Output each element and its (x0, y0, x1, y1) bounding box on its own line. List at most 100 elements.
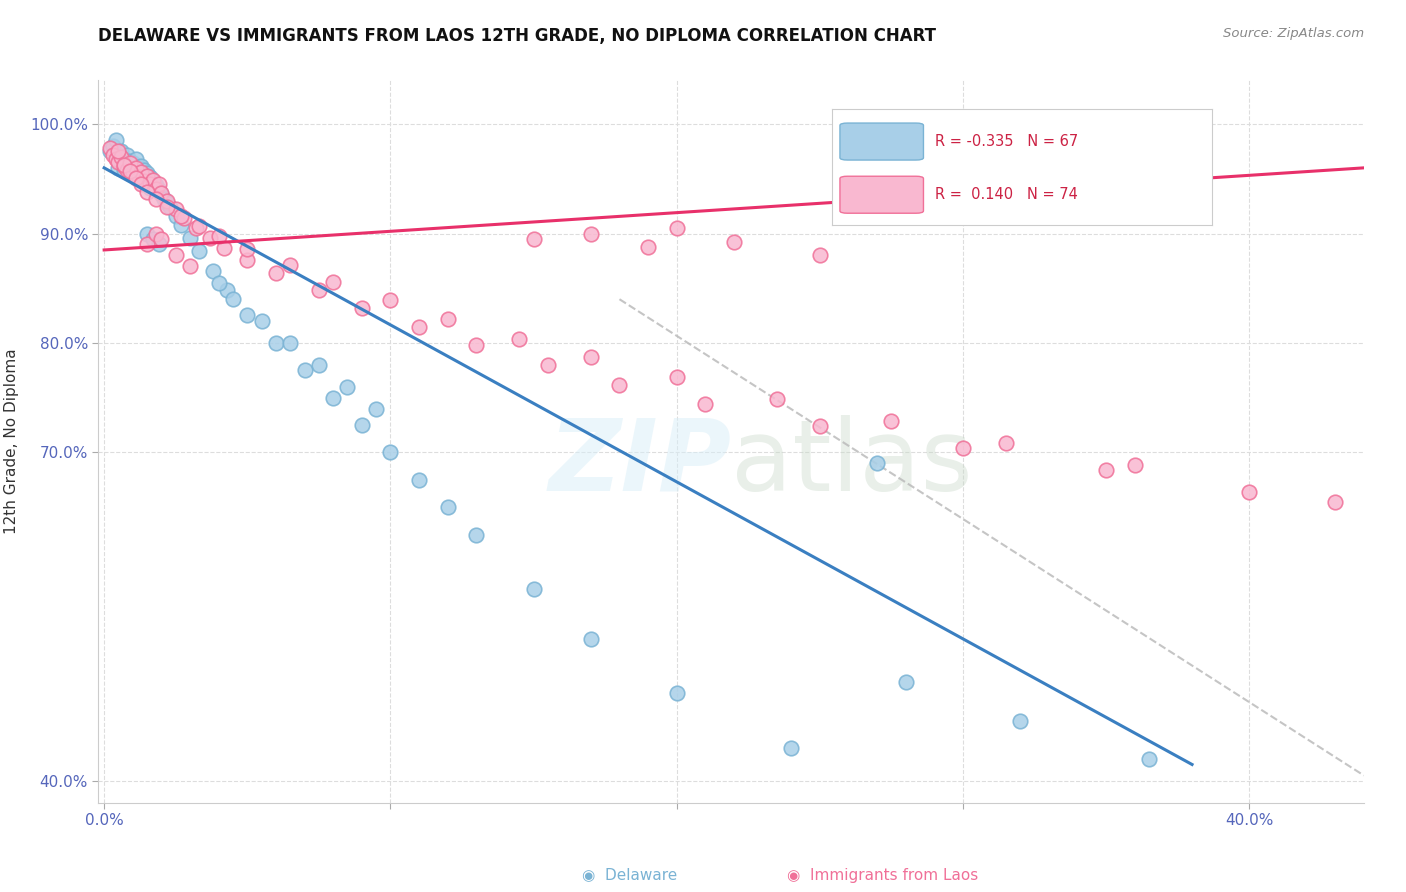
Point (165, 209, 187, 223)
Text: ◉  Immigrants from Laos: ◉ Immigrants from Laos (787, 868, 979, 882)
Point (952, 441, 974, 455)
Point (124, 170, 146, 185)
Point (124, 163, 146, 178)
Point (131, 178, 153, 192)
Point (148, 237, 170, 252)
Point (136, 169, 159, 183)
Point (322, 391, 344, 405)
Point (142, 232, 165, 246)
Point (214, 241, 236, 255)
Point (98, 145, 121, 159)
Point (121, 166, 143, 180)
Point (159, 200, 181, 214)
Point (150, 187, 173, 202)
Point (208, 228, 231, 243)
Point (124, 152, 146, 166)
Point (148, 183, 170, 197)
Point (128, 160, 150, 174)
Point (156, 195, 179, 210)
Point (136, 166, 159, 180)
Point (128, 169, 150, 184)
Point (142, 174, 165, 188)
Point (380, 293, 402, 308)
Point (136, 178, 159, 192)
Point (350, 418, 373, 433)
Point (1095, 463, 1118, 477)
Point (866, 457, 889, 471)
Point (880, 414, 903, 428)
Point (150, 232, 173, 246)
Point (508, 332, 530, 346)
Point (1010, 714, 1032, 728)
Point (184, 221, 207, 235)
Point (236, 252, 259, 267)
Point (101, 139, 124, 153)
Point (523, 582, 546, 597)
Point (112, 152, 135, 166)
Point (278, 336, 301, 351)
Point (145, 181, 167, 195)
Point (579, 632, 602, 646)
Point (139, 169, 162, 184)
Point (110, 150, 132, 164)
Point (523, 232, 546, 246)
Point (107, 150, 129, 164)
Point (104, 152, 127, 166)
Point (808, 419, 831, 434)
Point (222, 292, 245, 306)
Point (579, 227, 602, 241)
Point (766, 392, 789, 406)
Point (408, 319, 430, 334)
Point (350, 301, 373, 315)
Point (121, 168, 143, 182)
Point (110, 145, 132, 159)
Point (150, 186, 173, 200)
Point (145, 227, 167, 241)
Point (308, 358, 330, 372)
Point (107, 155, 129, 169)
Point (1239, 484, 1261, 499)
Point (994, 435, 1017, 450)
Point (723, 235, 745, 250)
Point (165, 248, 187, 262)
Point (98, 141, 121, 155)
Point (112, 163, 135, 178)
Point (322, 275, 344, 289)
Text: Source: ZipAtlas.com: Source: ZipAtlas.com (1223, 27, 1364, 40)
Point (201, 264, 224, 278)
Point (148, 178, 170, 192)
Point (465, 527, 488, 541)
Point (101, 147, 124, 161)
Point (579, 350, 602, 364)
Point (1123, 458, 1146, 472)
Text: atlas: atlas (731, 415, 973, 512)
Point (336, 380, 359, 394)
Point (131, 165, 153, 179)
Point (118, 156, 141, 170)
Point (128, 170, 150, 185)
Point (118, 165, 141, 179)
Point (173, 211, 195, 226)
Point (136, 185, 159, 199)
Point (665, 221, 688, 235)
Point (187, 219, 209, 233)
Point (308, 284, 330, 298)
Point (894, 675, 917, 690)
Point (115, 147, 138, 161)
Point (124, 161, 146, 175)
Point (380, 445, 402, 459)
Point (217, 284, 239, 298)
Point (115, 163, 138, 178)
Point (236, 308, 259, 322)
Point (153, 192, 176, 206)
Point (118, 164, 141, 178)
Point (780, 741, 803, 756)
Point (136, 227, 159, 241)
Y-axis label: 12th Grade, No Diploma: 12th Grade, No Diploma (4, 349, 18, 534)
Point (436, 312, 458, 326)
Point (537, 358, 560, 372)
Point (115, 159, 138, 173)
Point (808, 248, 831, 262)
Text: DELAWARE VS IMMIGRANTS FROM LAOS 12TH GRADE, NO DIPLOMA CORRELATION CHART: DELAWARE VS IMMIGRANTS FROM LAOS 12TH GR… (98, 27, 936, 45)
Point (278, 258, 301, 272)
